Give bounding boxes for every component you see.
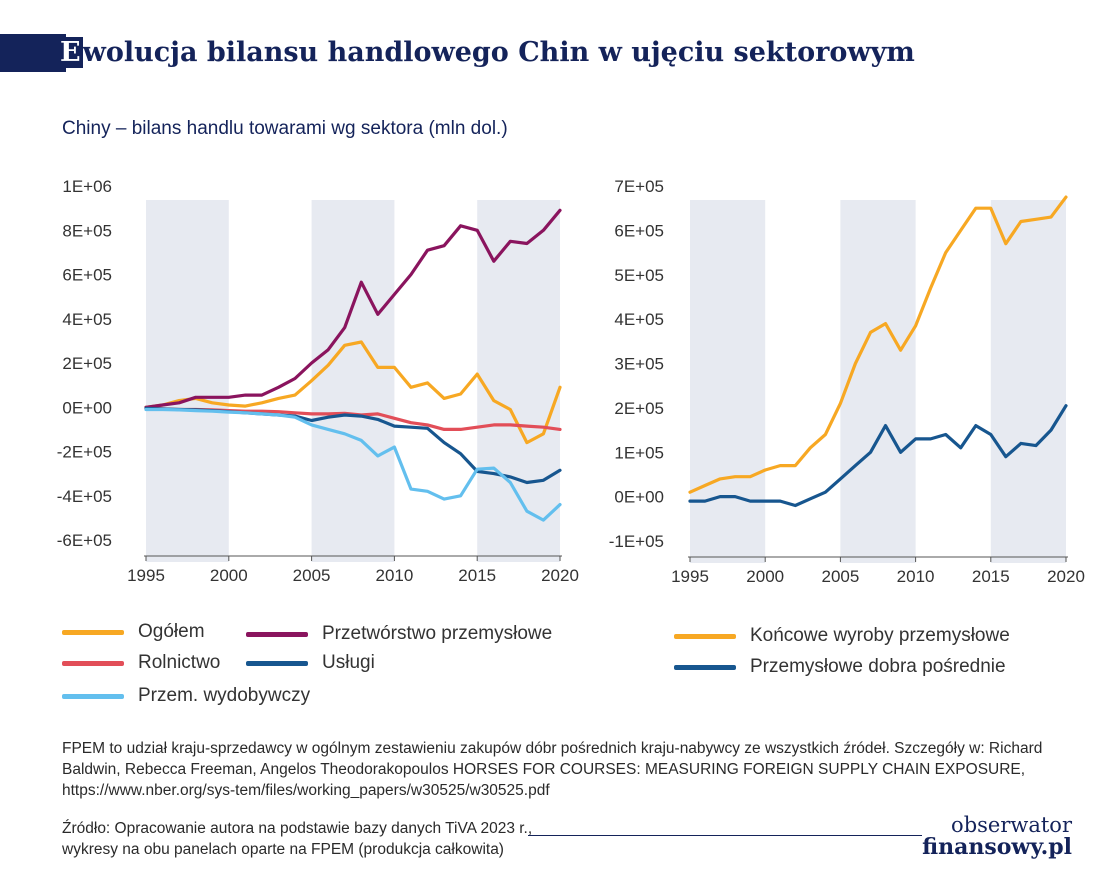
right-ytick-label: 7E+05 <box>614 177 664 196</box>
left-xtick-label: 2005 <box>293 566 331 585</box>
left-series-line-wydobywczy <box>144 407 562 522</box>
left-shade-band-2 <box>477 200 560 562</box>
right-ytick-label: 6E+05 <box>614 221 664 240</box>
chart-subtitle: Chiny – bilans handlu towarami wg sektor… <box>62 118 508 139</box>
left-ytick-label: 6E+05 <box>62 266 112 285</box>
legend-swatch-posrednie <box>674 664 736 670</box>
logo-line-1: obserwator <box>951 813 1072 837</box>
right-ytick-label: 4E+05 <box>614 310 664 329</box>
source-line-1: Źródło: Opracowanie autora na podstawie … <box>62 820 533 837</box>
right-xtick-label: 2015 <box>972 567 1010 586</box>
right-xtick-label: 2005 <box>821 567 859 586</box>
left-ytick-label: -4E+05 <box>57 487 112 506</box>
legend-label-uslugi: Usługi <box>322 652 375 673</box>
legend-swatch-uslugi <box>246 660 308 666</box>
logo-line-2: finansowy.pl <box>922 834 1072 860</box>
left-xtick-label: 1995 <box>127 566 165 585</box>
left-series-line-przetworstwo <box>144 208 562 409</box>
right-shade-band-1 <box>840 200 916 563</box>
legend-label-ogolem: Ogółem <box>138 621 205 642</box>
left-shade-band-0 <box>146 200 229 562</box>
legend-swatch-wydobywczy <box>62 693 124 699</box>
right-ytick-label: 3E+05 <box>614 355 664 374</box>
brand-logo: obserwator finansowy.pl <box>922 814 1072 858</box>
legend-swatch-koncowe <box>674 633 736 639</box>
legend-label-rolnictwo: Rolnictwo <box>138 652 221 673</box>
title-accent-bar <box>0 34 66 72</box>
left-xtick-label: 2010 <box>375 566 413 585</box>
left-panel: -6E+05 -4E+05 -2E+05 0E+00 2E+05 4E+05 6E+05 8E… <box>57 177 579 585</box>
right-shade-band-2 <box>990 200 1066 563</box>
left-series-line-ogolem <box>144 340 562 445</box>
left-ytick-label: 8E+05 <box>62 221 112 240</box>
left-ytick-label: -2E+05 <box>57 443 112 462</box>
legend-label-przetworstwo: Przetwórstwo przemysłowe <box>322 623 553 644</box>
right-xtick-label: 2020 <box>1047 567 1085 586</box>
right-ytick-label: -1E+05 <box>609 532 664 551</box>
left-ytick-label: 1E+06 <box>62 177 112 196</box>
legend-swatch-przetworstwo <box>246 631 308 637</box>
legend-label-koncowe: Końcowe wyroby przemysłowe <box>750 625 1010 646</box>
right-xtick-label: 1995 <box>671 567 709 586</box>
footnote-fpem: FPEM to udział kraju-sprzedawcy w ogólny… <box>62 740 1043 799</box>
page-title: Ewolucja bilansu handlowego Chin w ujęci… <box>56 34 915 72</box>
right-xtick-label: 2010 <box>897 567 935 586</box>
legend-item-przetworstwo: Przetwórstwo przemysłowe <box>246 622 552 646</box>
right-panel: -1E+05 0E+00 1E+05 2E+05 3E+05 4E+05 5E+05 6E+0… <box>609 177 1085 586</box>
legend-label-posrednie: Przemysłowe dobra pośrednie <box>750 656 1006 677</box>
right-ytick-label: 5E+05 <box>614 266 664 285</box>
right-shade-band-0 <box>690 200 766 563</box>
legend-label-wydobywczy: Przem. wydobywczy <box>138 685 311 706</box>
legend-swatch-rolnictwo <box>62 660 124 666</box>
right-series-line-koncowe <box>688 195 1068 494</box>
legend-item-posrednie: Przemysłowe dobra pośrednie <box>674 655 1006 679</box>
legend-item-rolnictwo: Rolnictwo <box>62 651 220 675</box>
left-xtick-label: 2015 <box>458 566 496 585</box>
footer-divider <box>528 835 922 836</box>
legend-item-uslugi: Usługi <box>246 651 375 675</box>
legend-item-wydobywczy: Przem. wydobywczy <box>62 684 310 708</box>
legend-item-koncowe: Końcowe wyroby przemysłowe <box>674 624 1010 648</box>
left-ytick-label: -6E+05 <box>57 531 112 550</box>
title-initial: E <box>56 37 83 68</box>
right-series-line-posrednie <box>688 404 1068 508</box>
source-line-2: wykresy na obu panelach oparte na FPEM (… <box>62 841 504 858</box>
right-ytick-label: 0E+00 <box>614 488 664 507</box>
legend-item-ogolem: Ogółem <box>62 620 205 644</box>
right-ytick-label: 2E+05 <box>614 399 664 418</box>
left-shade-band-1 <box>311 200 395 562</box>
left-ytick-label: 2E+05 <box>62 354 112 373</box>
right-xtick-label: 2000 <box>746 567 784 586</box>
legend-swatch-ogolem <box>62 629 124 635</box>
left-xtick-label: 2020 <box>541 566 579 585</box>
right-ytick-label: 1E+05 <box>614 443 664 462</box>
left-ytick-label: 0E+00 <box>62 398 112 417</box>
title-text: wolucja bilansu handlowego Chin w ujęciu… <box>82 37 915 68</box>
left-xtick-label: 2000 <box>210 566 248 585</box>
left-ytick-label: 4E+05 <box>62 310 112 329</box>
source-note: Źródło: Opracowanie autora na podstawie … <box>62 818 532 860</box>
